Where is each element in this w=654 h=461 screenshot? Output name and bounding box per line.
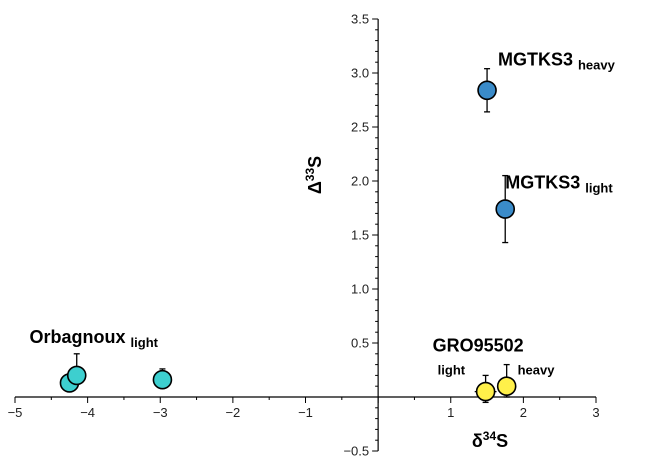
x-tick-label: 3	[592, 405, 599, 420]
y-axis-label: Δ33S	[303, 156, 325, 194]
annotation-sub-text: light	[438, 362, 466, 377]
annotation-main-text: MGTKS3	[505, 173, 580, 193]
annotation-main-text: GRO95502	[433, 336, 524, 356]
data-point	[152, 369, 173, 390]
annotation-sub-text: light	[585, 181, 613, 196]
annotation-mgtks3-light: MGTKS3 light	[505, 173, 613, 196]
annotation-sub-text: heavy	[578, 57, 616, 72]
x-tick-label: −5	[8, 405, 23, 420]
annotation-gro-light: light	[438, 362, 466, 377]
x-tick-label: 2	[520, 405, 527, 420]
annotation-gro-heavy: heavy	[518, 362, 556, 377]
data-point	[495, 199, 516, 219]
annotation-sub-text: light	[131, 335, 159, 350]
y-tick-label: 3.5	[351, 12, 369, 27]
x-tick-label: −2	[225, 405, 240, 420]
data-point	[475, 381, 496, 402]
annotation-gro95502: GRO95502	[433, 336, 524, 356]
annotation-mgtks3-heavy: MGTKS3 heavy	[498, 49, 616, 72]
annotation-orbagnoux-light: Orbagnoux light	[30, 327, 159, 350]
y-tick-label: 1.5	[351, 228, 369, 243]
y-tick-label: −0.5	[343, 444, 369, 459]
x-tick-label: 1	[447, 405, 454, 420]
tick-group: −5 −4 −3 −2 −1 1 2 3 −0.5 0.5 1.0 1.5 2.0 2.5 3.0 3.5	[8, 12, 600, 459]
y-tick-label: 2.0	[351, 174, 369, 189]
y-tick-label: 0.5	[351, 336, 369, 351]
data-point	[66, 365, 87, 386]
data-point	[477, 80, 497, 101]
annotation-main-text: Orbagnoux	[30, 327, 126, 347]
data-point-group	[59, 80, 517, 402]
y-tick-label: 2.5	[351, 120, 369, 135]
x-axis-label: δ34S	[472, 429, 508, 451]
data-point	[496, 376, 517, 397]
x-tick-label: −3	[153, 405, 168, 420]
y-tick-label: 3.0	[351, 66, 369, 81]
y-tick-label: 1.0	[351, 282, 369, 297]
x-tick-label: −4	[80, 405, 95, 420]
x-tick-label: −1	[298, 405, 313, 420]
annotation-group: MGTKS3 heavy MGTKS3 light Orbagnoux light GRO9…	[30, 49, 616, 377]
annotation-main-text: MGTKS3	[498, 49, 573, 69]
annotation-sub-text: heavy	[518, 362, 556, 377]
